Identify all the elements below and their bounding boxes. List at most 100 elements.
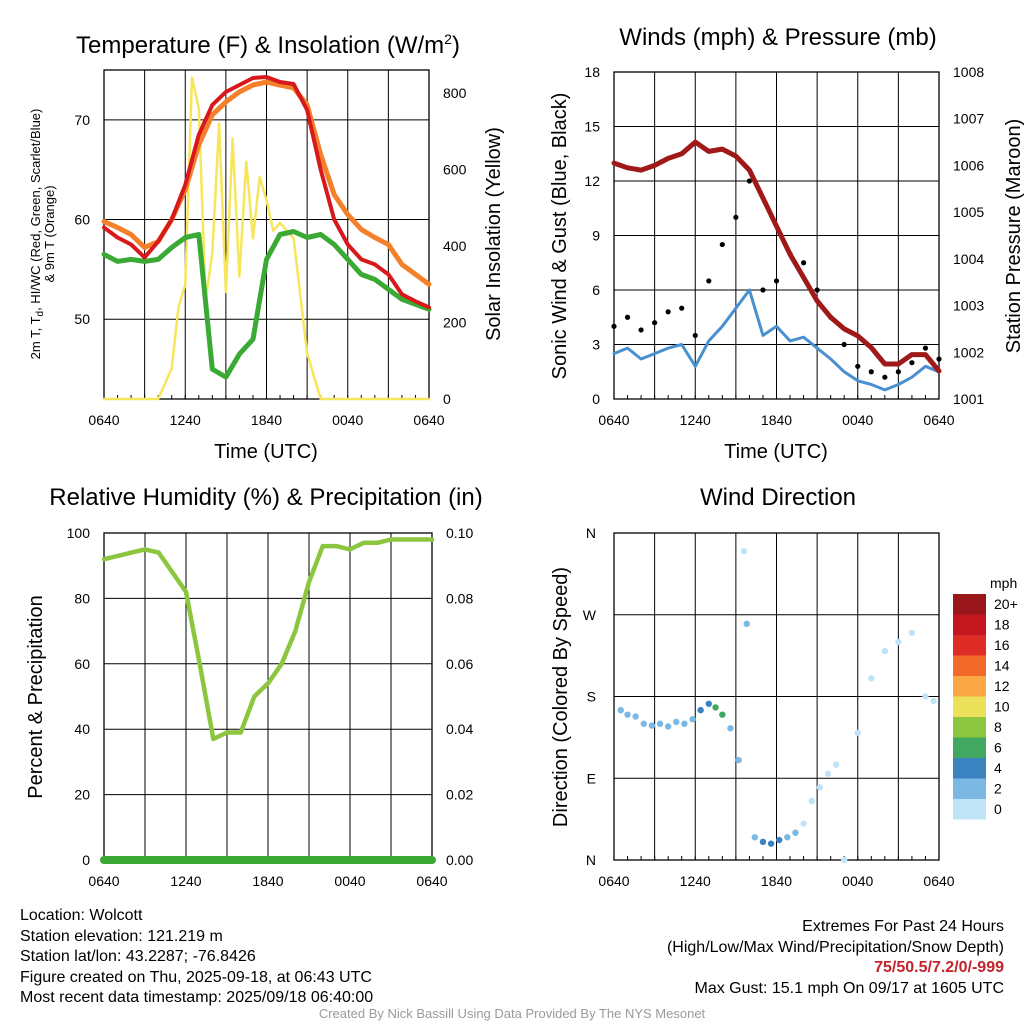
credit-line: Created By Nick Bassill Using Data Provi… [318, 1006, 706, 1021]
direction-point [841, 856, 848, 864]
speed-legend: mph 20+ 18 16 14 12 10 8 6 4 2 0 [953, 575, 1018, 820]
rh-y2tick-label: 0.10 [446, 525, 473, 541]
legend-swatch [953, 614, 986, 635]
direction-point [800, 820, 807, 827]
dewpoint-line [101, 229, 432, 380]
temp-y2tick-label: 800 [443, 85, 467, 101]
rh-ytick-label: 40 [74, 721, 90, 737]
direction-point [673, 718, 680, 726]
gust-point [922, 345, 929, 351]
winds-ylabel-right: Station Pressure (Maroon) [1003, 119, 1024, 354]
temp-xtick-label: 0640 [88, 412, 119, 428]
legend-swatch [953, 696, 986, 717]
legend-label: 16 [994, 637, 1010, 653]
svg-text:& 9m T (Orange): & 9m T (Orange) [42, 185, 57, 282]
gust-point [895, 369, 901, 375]
temperature-ylabel-left: 2m T, Td, HI/WC (Red, Green, Scarlet/Blu… [28, 109, 57, 360]
legend-swatch [953, 676, 986, 697]
legend-swatch [953, 778, 986, 799]
wind-y2tick-label: 1007 [953, 111, 984, 127]
gust-point [936, 356, 942, 362]
direction-point [895, 638, 902, 646]
wind-y2tick-label: 1003 [953, 298, 984, 314]
station-info: Location: Wolcott Station elevation: 121… [20, 906, 373, 1009]
temperature-panel-title: Temperature (F) & Insolation (W/m2) [76, 31, 460, 59]
temp-ytick-label: 50 [74, 311, 90, 327]
gust-point [773, 278, 780, 284]
sonic-wind-line [612, 288, 941, 392]
gust-point [909, 360, 915, 366]
extremes-title: Extremes For Past 24 Hours [802, 918, 1004, 935]
svg-text:2m T, Td, HI/WC (Red, Green, S: 2m T, Td, HI/WC (Red, Green, Scarlet/Blu… [28, 109, 46, 360]
dir-xtick-label: 1840 [761, 873, 792, 889]
direction-point [816, 784, 824, 791]
wind-y2tick-label: 1004 [953, 251, 984, 267]
dir-xtick-label: 1240 [680, 873, 711, 889]
direction-point [776, 836, 783, 844]
rh-ytick-label: 20 [74, 787, 90, 803]
direction-panel-title: Wind Direction [700, 484, 856, 511]
legend-label: 0 [994, 801, 1002, 817]
legend-label: 12 [994, 678, 1010, 694]
extremes-subtitle: (High/Low/Max Wind/Precipitation/Snow De… [666, 938, 1004, 956]
legend-label: 20+ [994, 596, 1018, 612]
temp-2m-line [102, 75, 431, 310]
direction-point [648, 722, 656, 729]
wind-y2tick-label: 1008 [953, 64, 984, 80]
rh-y2tick-label: 0.08 [446, 590, 473, 606]
temp-y2tick-label: 600 [443, 161, 467, 177]
direction-point [751, 834, 759, 841]
rh-ytick-label: 100 [67, 525, 91, 541]
winds-panel-title: Winds (mph) & Pressure (mb) [619, 24, 936, 51]
extremes-values: 75/50.5/7.2/0/-999 [874, 959, 1004, 976]
wind-xtick-label: 0640 [598, 412, 629, 428]
rh-ytick-label: 80 [74, 590, 90, 606]
temp-y2tick-label: 0 [443, 391, 451, 407]
direction-point [854, 729, 861, 737]
direction-point [743, 620, 750, 628]
temp-y2tick-label: 200 [443, 314, 467, 330]
rh-xtick-label: 1840 [252, 873, 283, 889]
pressure-line [611, 139, 942, 374]
legend-label: 6 [994, 740, 1002, 756]
wind-y2tick-label: 1005 [953, 204, 984, 220]
dir-ytick-label: W [583, 607, 597, 623]
legend-swatch [953, 635, 986, 656]
rh-xtick-label: 1240 [170, 873, 201, 889]
gust-point [760, 287, 766, 293]
direction-point [824, 770, 832, 777]
direction-point [740, 547, 748, 555]
humidity-panel-title: Relative Humidity (%) & Precipitation (i… [49, 484, 482, 511]
rh-y2tick-label: 0.06 [446, 656, 473, 672]
wind-ytick-label: 18 [584, 64, 600, 80]
legend-swatch [953, 799, 986, 820]
max-gust: Max Gust: 15.1 mph On 09/17 at 1605 UTC [694, 979, 1005, 997]
wind-xtick-label: 1240 [680, 412, 711, 428]
gust-point [841, 341, 847, 348]
direction-point [681, 720, 688, 727]
station-elevation: Station elevation: 121.219 m [20, 927, 223, 945]
wind-y2tick-label: 1001 [953, 391, 984, 407]
rh-y2tick-label: 0.00 [446, 852, 473, 868]
gust-point [855, 363, 861, 369]
gust-point [638, 327, 644, 333]
dir-xtick-label: 0640 [923, 873, 954, 889]
direction-point [922, 693, 929, 700]
direction-point [640, 720, 647, 727]
temp-xtick-label: 0640 [413, 412, 444, 428]
direction-point [624, 711, 631, 718]
legend-label: 4 [994, 760, 1002, 776]
wind-xtick-label: 0040 [842, 412, 873, 428]
gust-point [868, 369, 874, 375]
direction-point [767, 840, 775, 847]
rh-xtick-label: 0640 [88, 873, 119, 889]
wind-ytick-label: 0 [592, 391, 600, 407]
gust-point [746, 178, 753, 184]
temp-xtick-label: 0040 [332, 412, 363, 428]
gust-point [665, 309, 671, 315]
temperature-ylabel-right: Solar Insolation (Yellow) [483, 127, 505, 341]
direction-point [784, 834, 791, 841]
gust-point [733, 214, 739, 220]
direction-point [727, 725, 734, 732]
